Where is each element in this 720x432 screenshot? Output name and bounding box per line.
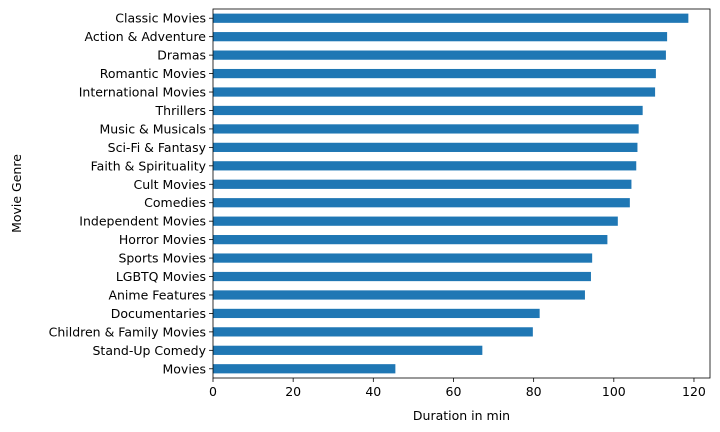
x-tick-label: 40 bbox=[365, 384, 381, 399]
bar bbox=[213, 68, 656, 79]
bar bbox=[213, 87, 656, 97]
y-tick-label: Classic Movies bbox=[115, 11, 206, 26]
x-tick-label: 80 bbox=[526, 384, 542, 399]
bar bbox=[213, 161, 637, 171]
x-tick-label: 20 bbox=[285, 384, 301, 399]
bar bbox=[213, 50, 666, 60]
bar bbox=[213, 345, 483, 355]
x-tick-label: 60 bbox=[446, 384, 462, 399]
y-tick-label: Music & Musicals bbox=[100, 121, 206, 136]
bar bbox=[213, 235, 608, 245]
x-tick-label: 120 bbox=[682, 384, 706, 399]
y-tick-label: Children & Family Movies bbox=[49, 324, 206, 339]
bars-group bbox=[213, 13, 689, 374]
x-axis-label: Duration in min bbox=[413, 408, 510, 423]
bar bbox=[213, 290, 585, 300]
plot-frame bbox=[212, 8, 711, 379]
y-tick-label: International Movies bbox=[79, 85, 206, 100]
y-tick-label: Action & Adventure bbox=[85, 29, 207, 44]
y-tick-label: Independent Movies bbox=[79, 214, 206, 229]
x-axis: 0 20 40 60 80 100 120 bbox=[209, 378, 706, 399]
y-tick-label: Horror Movies bbox=[119, 232, 206, 247]
y-tick-label: Cult Movies bbox=[133, 177, 206, 192]
y-tick-label: Sports Movies bbox=[118, 251, 206, 266]
bar bbox=[213, 327, 533, 337]
y-tick-label: Documentaries bbox=[111, 306, 206, 321]
y-tick-label: Movies bbox=[162, 361, 206, 376]
bar bbox=[213, 13, 689, 23]
bar bbox=[213, 32, 668, 42]
bar bbox=[213, 142, 638, 152]
y-tick-label: Comedies bbox=[144, 195, 206, 210]
y-tick-label: Faith & Spirituality bbox=[91, 158, 207, 173]
x-tick-label: 0 bbox=[209, 384, 217, 399]
y-tick-label: Sci-Fi & Fantasy bbox=[108, 140, 207, 155]
y-axis: Classic Movies Action & Adventure Dramas Ro… bbox=[49, 11, 213, 376]
x-tick-label: 100 bbox=[602, 384, 626, 399]
bar bbox=[213, 216, 618, 226]
y-tick-label: Romantic Movies bbox=[100, 66, 206, 81]
y-axis-label: Movie Genre bbox=[9, 154, 24, 233]
y-tick-label: Anime Features bbox=[108, 287, 206, 302]
y-tick-label: Stand-Up Comedy bbox=[93, 343, 207, 358]
bar bbox=[213, 308, 540, 319]
bar bbox=[213, 124, 639, 134]
bar bbox=[213, 105, 643, 116]
bar bbox=[213, 179, 632, 189]
bar bbox=[213, 198, 630, 208]
bar bbox=[213, 271, 591, 282]
y-tick-label: LGBTQ Movies bbox=[116, 269, 206, 284]
bar bbox=[213, 253, 593, 263]
y-tick-label: Dramas bbox=[157, 48, 206, 63]
y-tick-label: Thrillers bbox=[155, 103, 206, 118]
bar bbox=[213, 364, 396, 374]
